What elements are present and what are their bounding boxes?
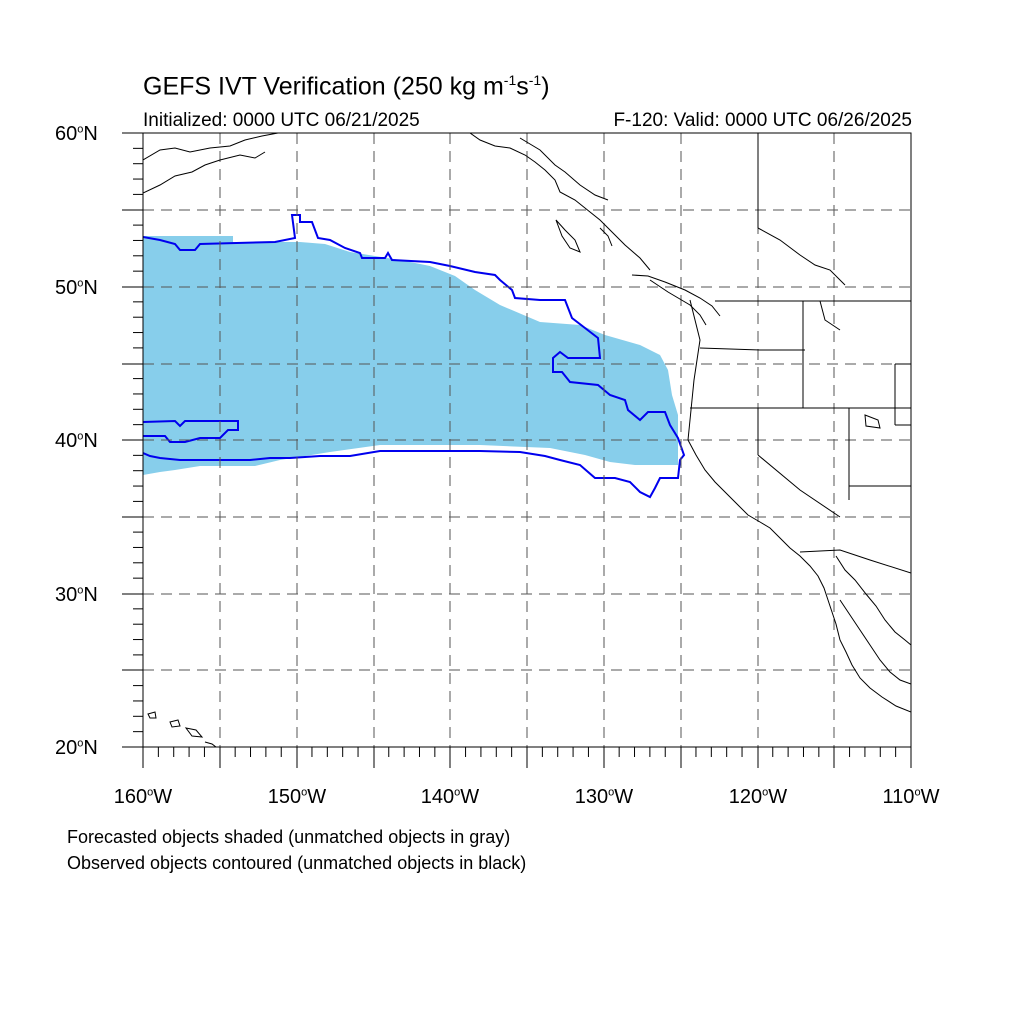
- lon-label: 120oW: [728, 786, 788, 808]
- minor-ticks: [133, 147, 897, 757]
- observed-ivt-contour-small: [143, 419, 239, 443]
- lat-label: 60oN: [55, 123, 98, 145]
- lon-label: 150oW: [267, 786, 327, 808]
- lat-label: 30oN: [55, 584, 98, 606]
- initialized-time: Initialized: 0000 UTC 06/21/2025: [143, 110, 420, 131]
- valid-time: F-120: Valid: 0000 UTC 06/26/2025: [613, 110, 912, 131]
- observed-note: Observed objects contoured (unmatched ob…: [67, 853, 527, 873]
- observed-ivt-contour: [143, 214, 686, 499]
- coastlines: [143, 133, 911, 747]
- graticule: [143, 133, 911, 747]
- borders: [690, 133, 911, 574]
- lon-label: 110oW: [882, 786, 940, 808]
- lat-label: 20oN: [55, 737, 98, 759]
- lon-label: 160oW: [113, 786, 173, 808]
- lat-label: 50oN: [55, 277, 98, 299]
- lon-label: 140oW: [420, 786, 480, 808]
- lat-label: 40oN: [55, 430, 98, 452]
- axis-ticks: [122, 132, 912, 768]
- lon-label: 130oW: [574, 786, 634, 808]
- forecast-ivt-object: [143, 236, 678, 475]
- forecast-note: Forecasted objects shaded (unmatched obj…: [67, 827, 511, 847]
- map-title: GEFS IVT Verification (250 kg m-1s-1): [143, 72, 550, 101]
